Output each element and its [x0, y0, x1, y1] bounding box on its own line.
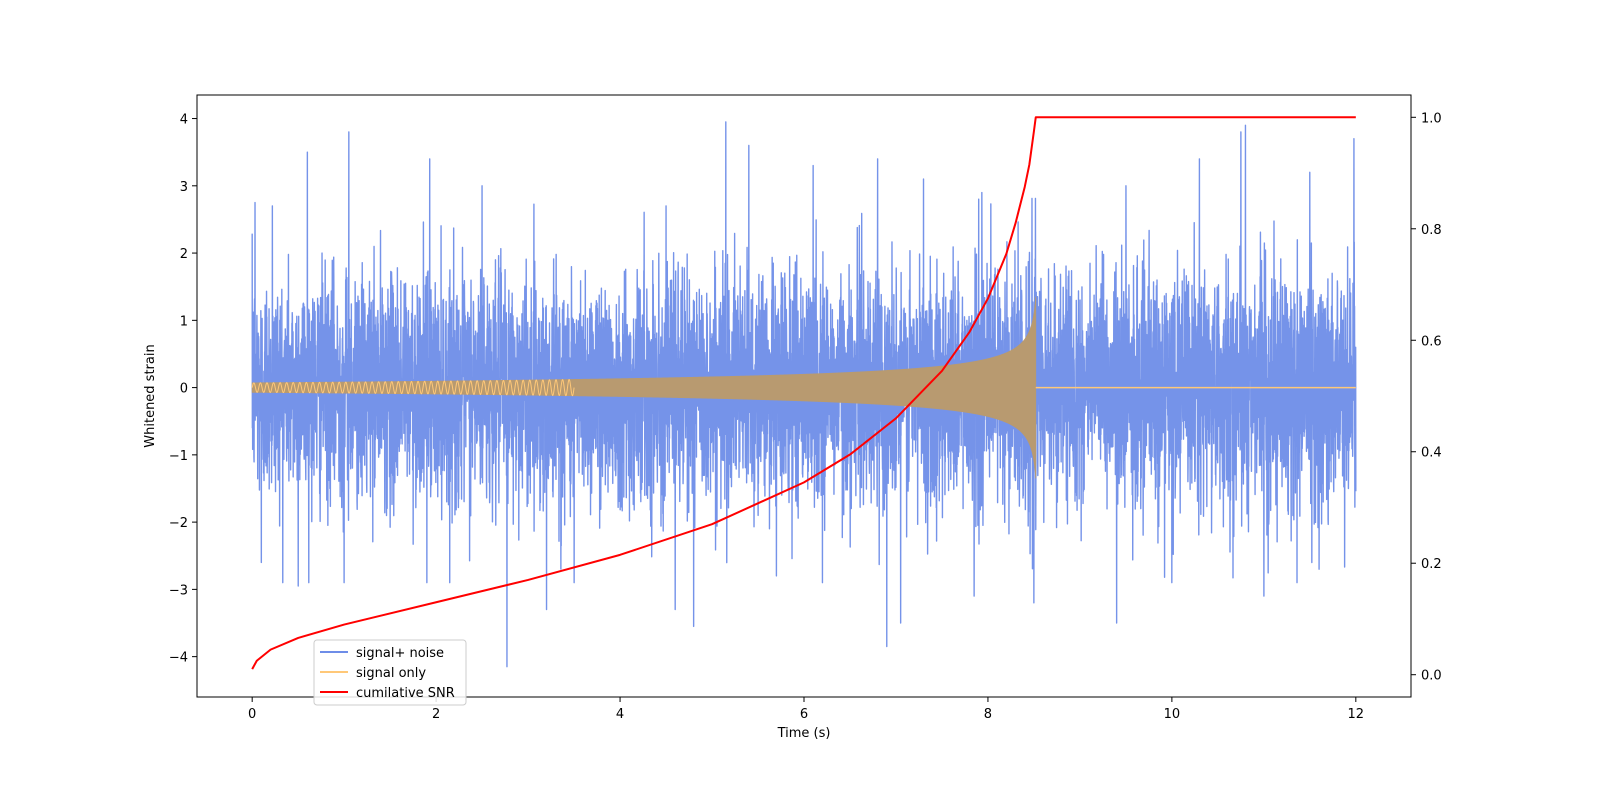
y-tick-label: −1: [169, 449, 188, 464]
y-tick-label: 2: [180, 247, 188, 262]
y2-tick-label: 0.6: [1421, 334, 1442, 349]
y2-tick-label: 0.2: [1421, 557, 1442, 572]
legend-label: signal+ noise: [356, 646, 444, 661]
x-tick-label: 10: [1164, 707, 1181, 722]
x-tick-label: 6: [800, 707, 808, 722]
plot-area: [251, 116, 1357, 670]
y-tick-label: 4: [180, 113, 188, 128]
y-tick-label: −2: [169, 516, 188, 531]
x-tick-label: 4: [616, 707, 624, 722]
y-tick-label: 3: [180, 180, 188, 195]
series-cumulative-snr-line: [251, 116, 1356, 670]
y2-tick-label: 0.0: [1421, 669, 1442, 684]
y2-tick-label: 0.8: [1421, 223, 1442, 238]
series-signal-only-oscillation: [251, 379, 575, 397]
x-axis-label: Time (s): [777, 726, 831, 741]
y-tick-label: 0: [180, 382, 188, 397]
x-tick-label: 0: [248, 707, 256, 722]
legend: signal+ noise signal only cumilative SNR: [313, 639, 467, 706]
legend-label: signal only: [356, 666, 426, 681]
y-tick-label: −4: [169, 651, 188, 666]
y2-tick-label: 1.0: [1421, 111, 1442, 126]
x-tick-label: 8: [984, 707, 992, 722]
y2-tick-label: 0.4: [1421, 446, 1442, 461]
y-tick-label: 1: [180, 314, 188, 329]
legend-label: cumilative SNR: [356, 686, 455, 701]
legend-box: [313, 639, 467, 706]
y-tick-label: −3: [169, 583, 188, 598]
x-tick-label: 12: [1348, 707, 1365, 722]
x-tick-label: 2: [432, 707, 440, 722]
y-axis-label: Whitened strain: [143, 344, 158, 447]
